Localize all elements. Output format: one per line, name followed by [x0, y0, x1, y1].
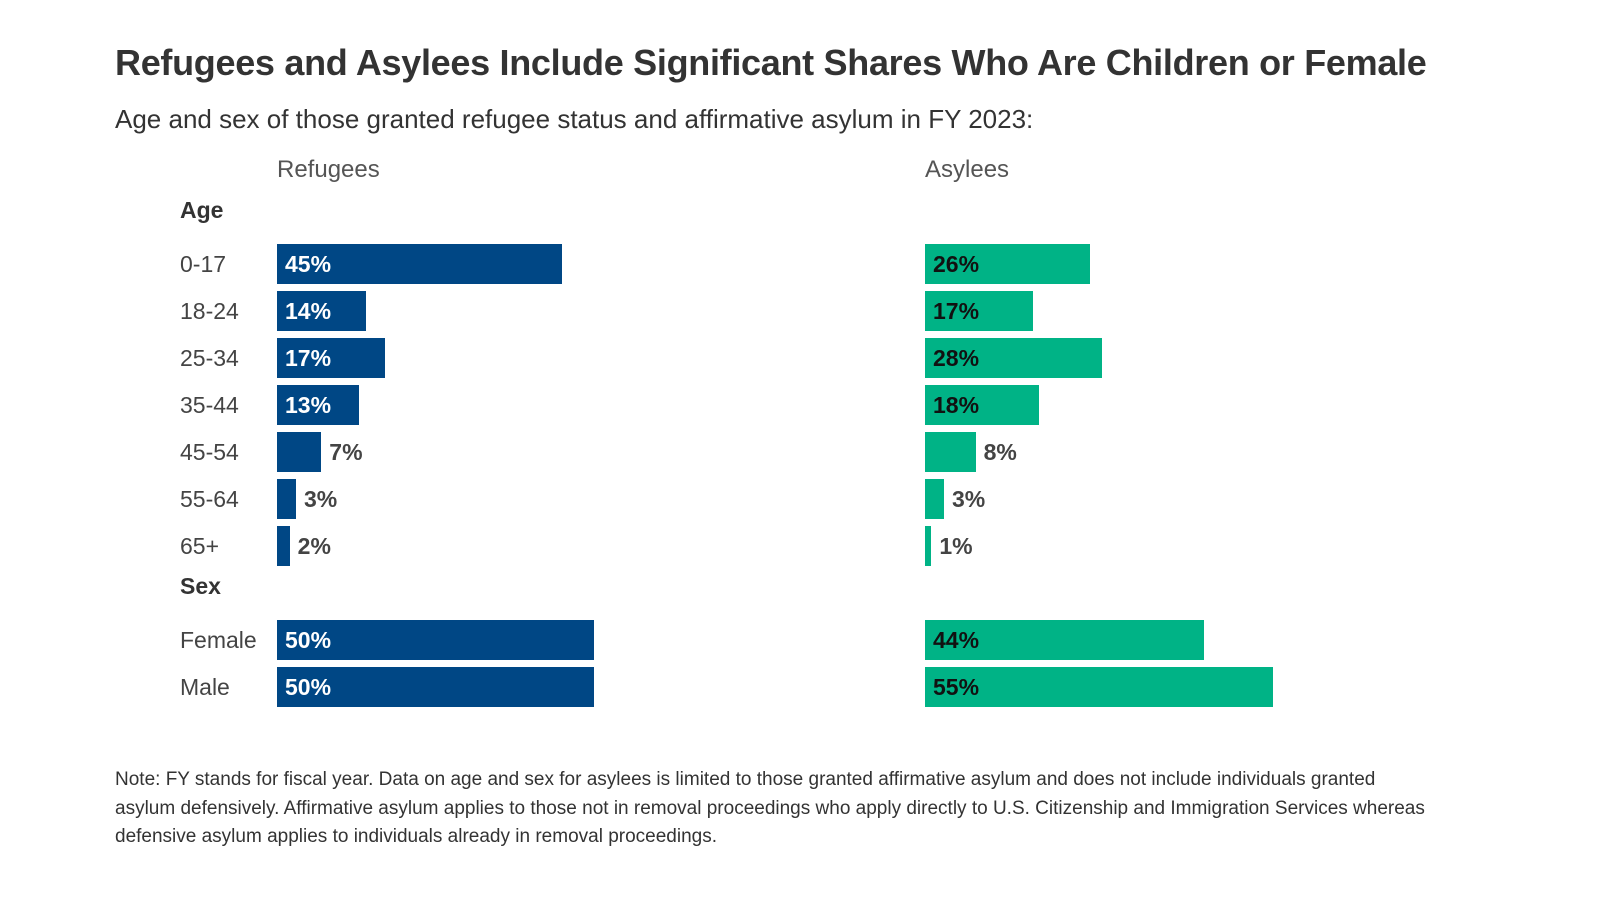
- panel-title-asylees: Asylees: [925, 156, 1010, 183]
- data-label: 17%: [933, 298, 980, 324]
- category-label: Female: [180, 627, 257, 653]
- chart-title: Refugees and Asylees Include Significant…: [115, 42, 1427, 83]
- bar-asylees: [925, 479, 944, 519]
- bar-refugees: [277, 338, 385, 378]
- category-label: Male: [180, 674, 230, 700]
- data-label: 3%: [951, 486, 986, 512]
- data-label: 50%: [285, 627, 332, 653]
- data-label: 14%: [285, 298, 332, 324]
- data-label: 18%: [933, 392, 980, 418]
- bar-refugees: [277, 479, 296, 519]
- data-label: 1%: [939, 533, 973, 559]
- category-label: 55-64: [180, 486, 239, 512]
- data-label: 17%: [285, 345, 332, 371]
- bar-refugees: [277, 244, 562, 284]
- data-label: 28%: [933, 345, 980, 371]
- data-label: 3%: [303, 486, 338, 512]
- data-label: 2%: [297, 533, 331, 559]
- bar-asylees: [925, 244, 1090, 284]
- chart-subtitle: Age and sex of those granted refugee sta…: [115, 104, 1034, 134]
- bar-refugees: [277, 526, 290, 566]
- category-label: 45-54: [180, 439, 239, 465]
- data-label: 55%: [933, 674, 980, 700]
- category-label: 18-24: [180, 298, 239, 324]
- bar-asylees: [925, 385, 1039, 425]
- bar-asylees: [925, 432, 976, 472]
- data-label: 44%: [933, 627, 980, 653]
- bar-refugees: [277, 291, 366, 331]
- bar-refugees: [277, 620, 594, 660]
- bar-asylees: [925, 667, 1274, 707]
- data-label: 7%: [329, 439, 363, 465]
- bar-refugees: [277, 385, 360, 425]
- group-label: Age: [180, 197, 224, 223]
- chart-note: Note: FY stands for fiscal year. Data on…: [115, 769, 1425, 847]
- group-label: Sex: [180, 573, 221, 599]
- data-label: 45%: [285, 251, 332, 277]
- data-label: 8%: [983, 439, 1017, 465]
- data-label: 13%: [285, 392, 332, 418]
- category-label: 25-34: [180, 345, 239, 371]
- category-label: 65+: [180, 533, 220, 559]
- bar-asylees: [925, 620, 1204, 660]
- bar-asylees: [925, 338, 1103, 378]
- data-label: 50%: [285, 674, 332, 700]
- bar-refugees: [277, 667, 594, 707]
- panel-title-refugees: Refugees: [277, 156, 380, 183]
- data-label: 26%: [933, 251, 980, 277]
- category-label: 0-17: [180, 251, 227, 277]
- bar-refugees: [277, 432, 322, 472]
- bar-asylees: [925, 526, 932, 566]
- category-label: 35-44: [180, 392, 239, 418]
- bar-asylees: [925, 291, 1033, 331]
